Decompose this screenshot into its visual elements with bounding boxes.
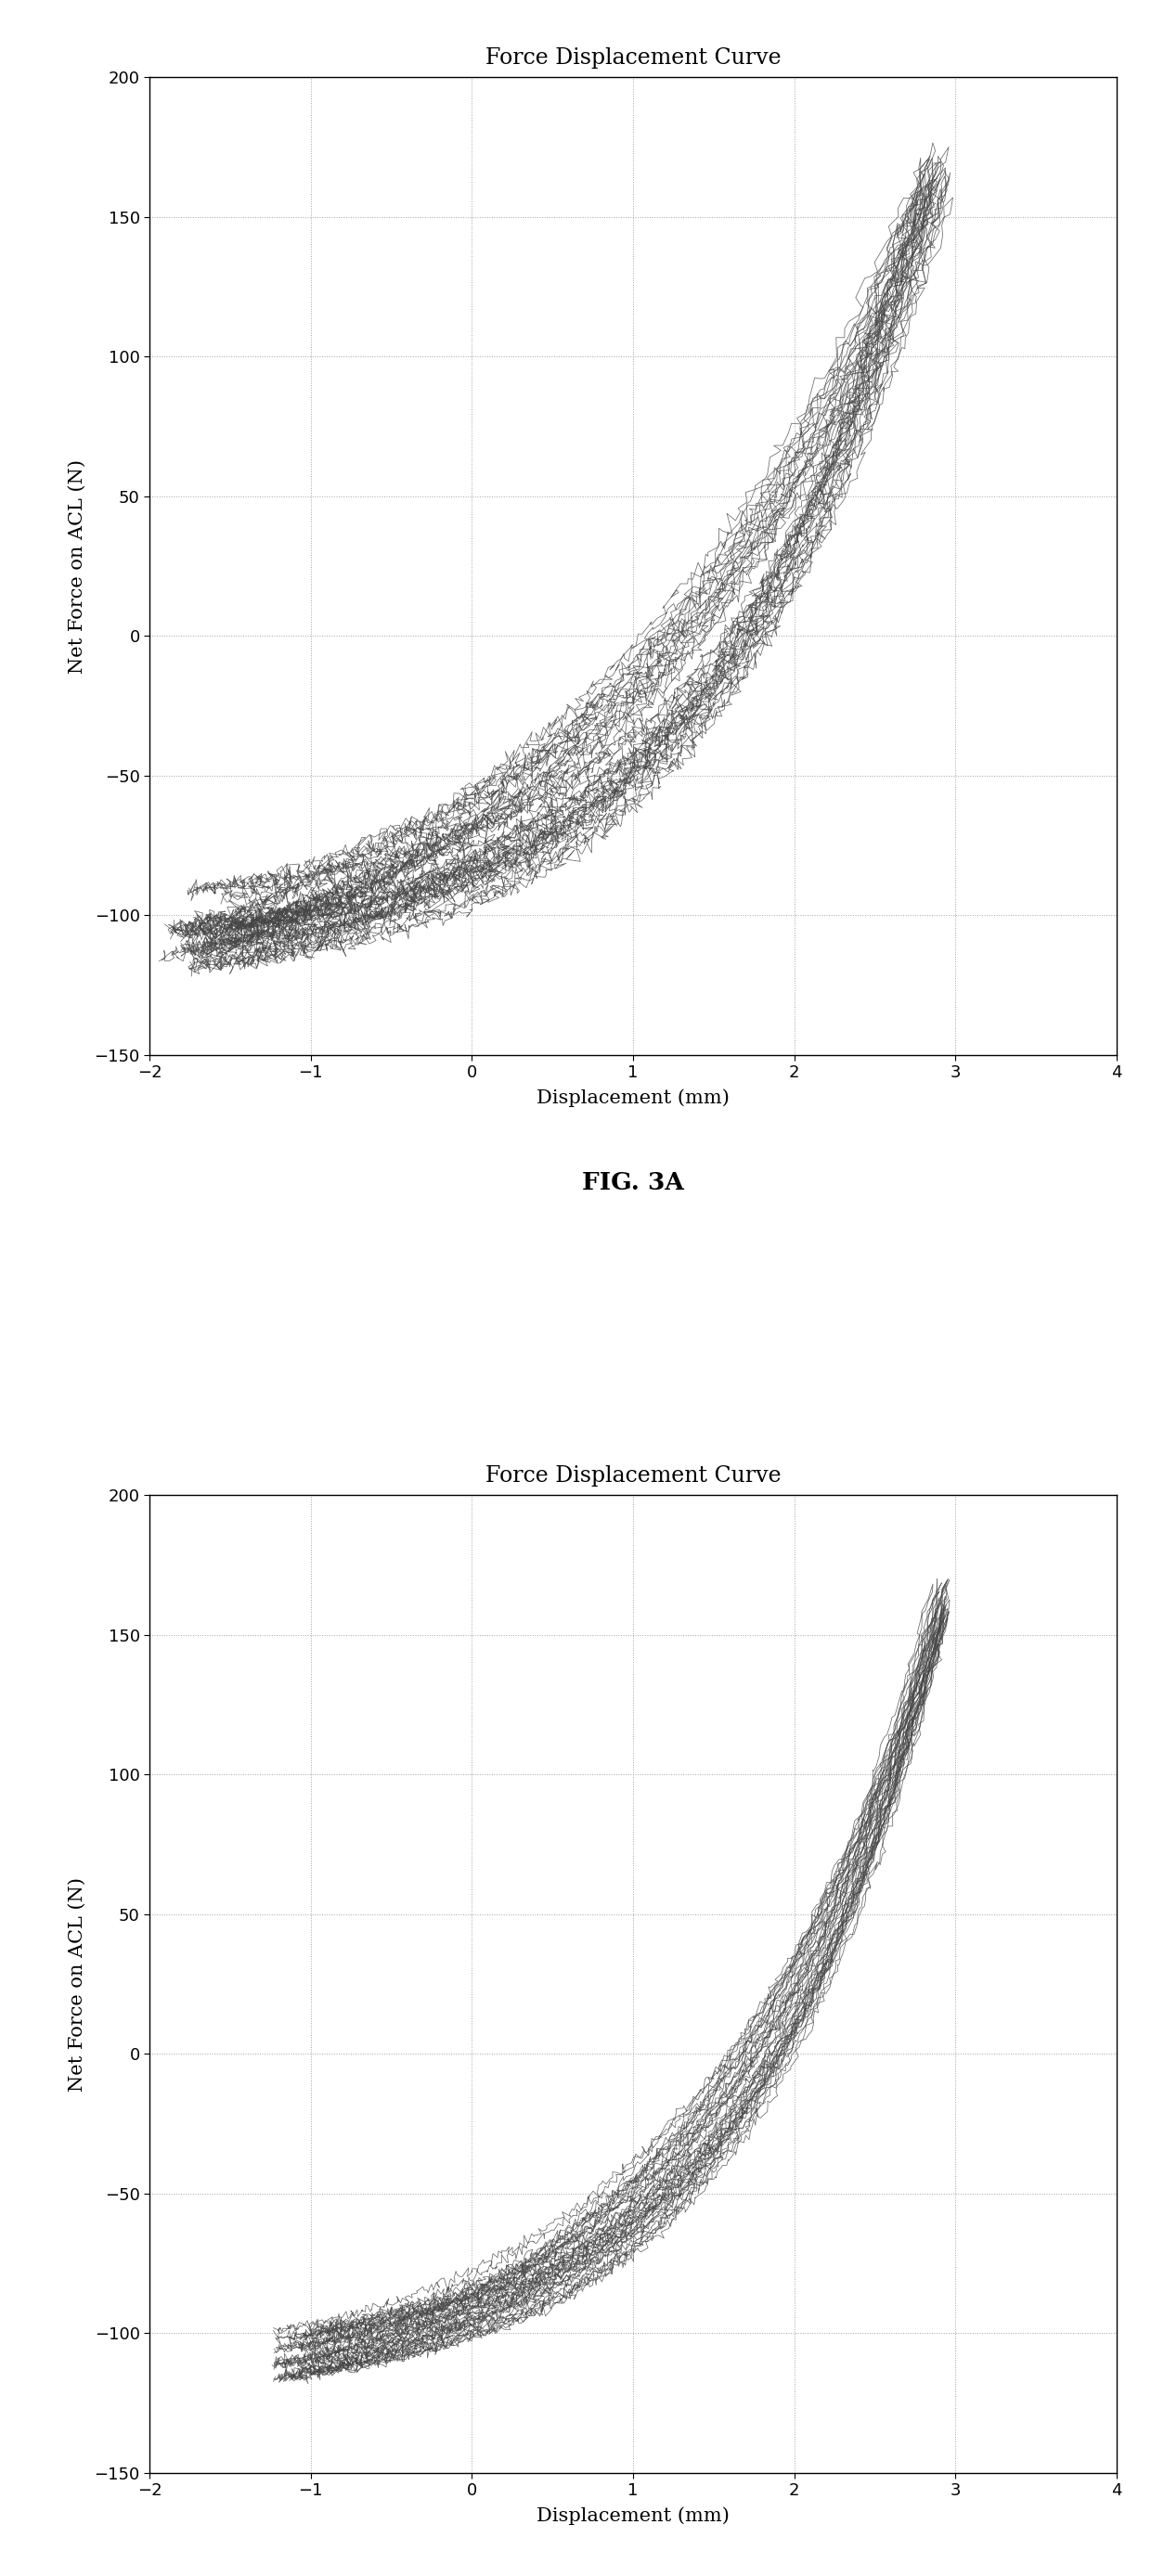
Title: Force Displacement Curve: Force Displacement Curve xyxy=(486,1466,780,1486)
Text: FIG. 3A: FIG. 3A xyxy=(582,1170,684,1193)
Y-axis label: Net Force on ACL (N): Net Force on ACL (N) xyxy=(69,1878,86,2092)
X-axis label: Displacement (mm): Displacement (mm) xyxy=(536,2506,730,2524)
Y-axis label: Net Force on ACL (N): Net Force on ACL (N) xyxy=(69,459,86,672)
Title: Force Displacement Curve: Force Displacement Curve xyxy=(486,49,780,70)
X-axis label: Displacement (mm): Displacement (mm) xyxy=(536,1090,730,1108)
